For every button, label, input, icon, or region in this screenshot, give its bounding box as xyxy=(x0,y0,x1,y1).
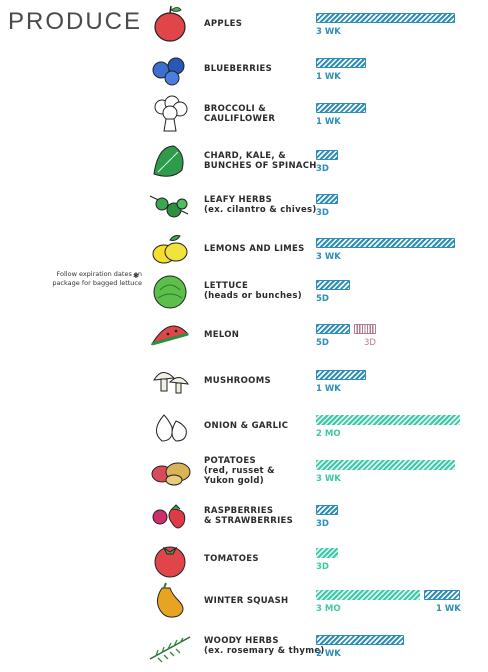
produce-name: APPLES xyxy=(204,19,242,29)
bar-value-label: 5D xyxy=(316,294,329,304)
bar-value-label: 5D xyxy=(316,338,329,348)
pantry-bar xyxy=(316,590,420,600)
apple-icon xyxy=(148,3,192,43)
bar-value-label: 3D xyxy=(316,208,329,218)
produce-name: POTATOES (red, russet & Yukon gold) xyxy=(204,456,275,486)
mushroom-icon xyxy=(148,360,192,400)
fridge-bar xyxy=(316,635,404,645)
potato-icon xyxy=(148,450,192,490)
produce-name: WINTER SQUASH xyxy=(204,596,288,606)
bar-value-label: 1 WK xyxy=(316,384,341,394)
fridge-bar xyxy=(316,150,338,160)
counter-bar xyxy=(354,324,376,334)
produce-name-line: RASPBERRIES xyxy=(204,506,274,516)
blueberries-icon xyxy=(148,48,192,88)
produce-name: CHARD, KALE, & BUNCHES OF SPINACH xyxy=(204,151,317,171)
leafy-greens-icon xyxy=(148,140,192,180)
bar-value-label: 1 WK xyxy=(436,604,461,614)
bar-value-label: 3 WK xyxy=(316,252,341,262)
pantry-bar xyxy=(316,548,338,558)
bar-value-label: 2 MO xyxy=(316,429,341,439)
produce-name-line: CAULIFLOWER xyxy=(204,114,276,124)
fridge-bar xyxy=(316,280,350,290)
bar-value-label: 3D xyxy=(316,562,329,572)
produce-name-line: LEAFY HERBS xyxy=(204,195,273,205)
produce-name-line: WINTER SQUASH xyxy=(204,596,289,606)
onion-icon xyxy=(148,405,192,445)
fridge-bar xyxy=(424,590,460,600)
produce-name-line: LETTUCE xyxy=(204,281,249,291)
produce-name: TOMATOES xyxy=(204,554,259,564)
page-title: PRODUCE xyxy=(8,8,143,35)
lettuce-note: Follow expiration dates on package for b… xyxy=(52,270,142,287)
produce-name: RASPBERRIES & STRAWBERRIES xyxy=(204,506,293,526)
bar-value-label: 3D xyxy=(316,164,329,174)
fridge-bar xyxy=(316,103,366,113)
bar-value-label: 1 WK xyxy=(316,72,341,82)
produce-name-line: BUNCHES OF SPINACH xyxy=(204,161,317,171)
produce-name-line: (ex. rosemary & thyme) xyxy=(204,646,325,656)
berries-icon xyxy=(148,495,192,535)
produce-name-line: BROCCOLI & xyxy=(204,104,266,114)
produce-name-line: TOMATOES xyxy=(204,554,259,564)
bar-value-label: 3 WK xyxy=(316,27,341,37)
produce-name: WOODY HERBS (ex. rosemary & thyme) xyxy=(204,636,325,656)
produce-name-line: ONION & GARLIC xyxy=(204,421,289,431)
produce-name: LETTUCE (heads or bunches) xyxy=(204,281,302,301)
bar-value-label: 2 WK xyxy=(316,649,341,659)
produce-name-line: (red, russet & xyxy=(204,466,275,476)
fridge-bar xyxy=(316,370,366,380)
pantry-bar xyxy=(316,460,455,470)
herbs-icon xyxy=(148,184,192,224)
lemon-icon xyxy=(148,228,192,268)
bar-value-label: 3D xyxy=(364,338,376,348)
fridge-bar xyxy=(316,194,338,204)
squash-icon xyxy=(148,580,192,620)
produce-name: BLUEBERRIES xyxy=(204,64,272,74)
produce-name-line: APPLES xyxy=(204,19,243,29)
produce-name-line: (ex. cilantro & chives) xyxy=(204,205,317,215)
bar-value-label: 3 WK xyxy=(316,474,341,484)
produce-name-line: POTATOES xyxy=(204,456,256,466)
produce-name: ONION & GARLIC xyxy=(204,421,288,431)
bar-value-label: 3 MO xyxy=(316,604,341,614)
lettuce-icon xyxy=(148,270,192,310)
fridge-bar xyxy=(316,324,350,334)
produce-name-line: WOODY HERBS xyxy=(204,636,279,646)
fridge-bar xyxy=(316,13,455,23)
melon-icon xyxy=(148,314,192,354)
produce-name: BROCCOLI & CAULIFLOWER xyxy=(204,104,275,124)
note-asterisk-icon: ✱ xyxy=(133,272,139,280)
pantry-bar xyxy=(316,415,460,425)
produce-name-line: Yukon gold) xyxy=(204,476,264,486)
produce-name-line: LEMONS AND LIMES xyxy=(204,244,305,254)
produce-name-line: (heads or bunches) xyxy=(204,291,302,301)
produce-name-line: BLUEBERRIES xyxy=(204,64,273,74)
bar-value-label: 3D xyxy=(316,519,329,529)
produce-name-line: MELON xyxy=(204,330,240,340)
produce-name-line: CHARD, KALE, & xyxy=(204,151,286,161)
fridge-bar xyxy=(316,238,455,248)
produce-name-line: MUSHROOMS xyxy=(204,376,271,386)
produce-name: MELON xyxy=(204,330,239,340)
produce-name: LEAFY HERBS (ex. cilantro & chives) xyxy=(204,195,317,215)
produce-name-line: & STRAWBERRIES xyxy=(204,516,294,526)
fridge-bar xyxy=(316,58,366,68)
broccoli-icon xyxy=(148,93,192,133)
fridge-bar xyxy=(316,505,338,515)
produce-name: MUSHROOMS xyxy=(204,376,271,386)
bar-value-label: 1 WK xyxy=(316,117,341,127)
rosemary-icon xyxy=(148,625,192,665)
tomato-icon xyxy=(148,538,192,578)
produce-name: LEMONS AND LIMES xyxy=(204,244,305,254)
